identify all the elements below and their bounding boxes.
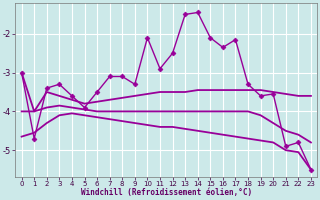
X-axis label: Windchill (Refroidissement éolien,°C): Windchill (Refroidissement éolien,°C)	[81, 188, 252, 197]
